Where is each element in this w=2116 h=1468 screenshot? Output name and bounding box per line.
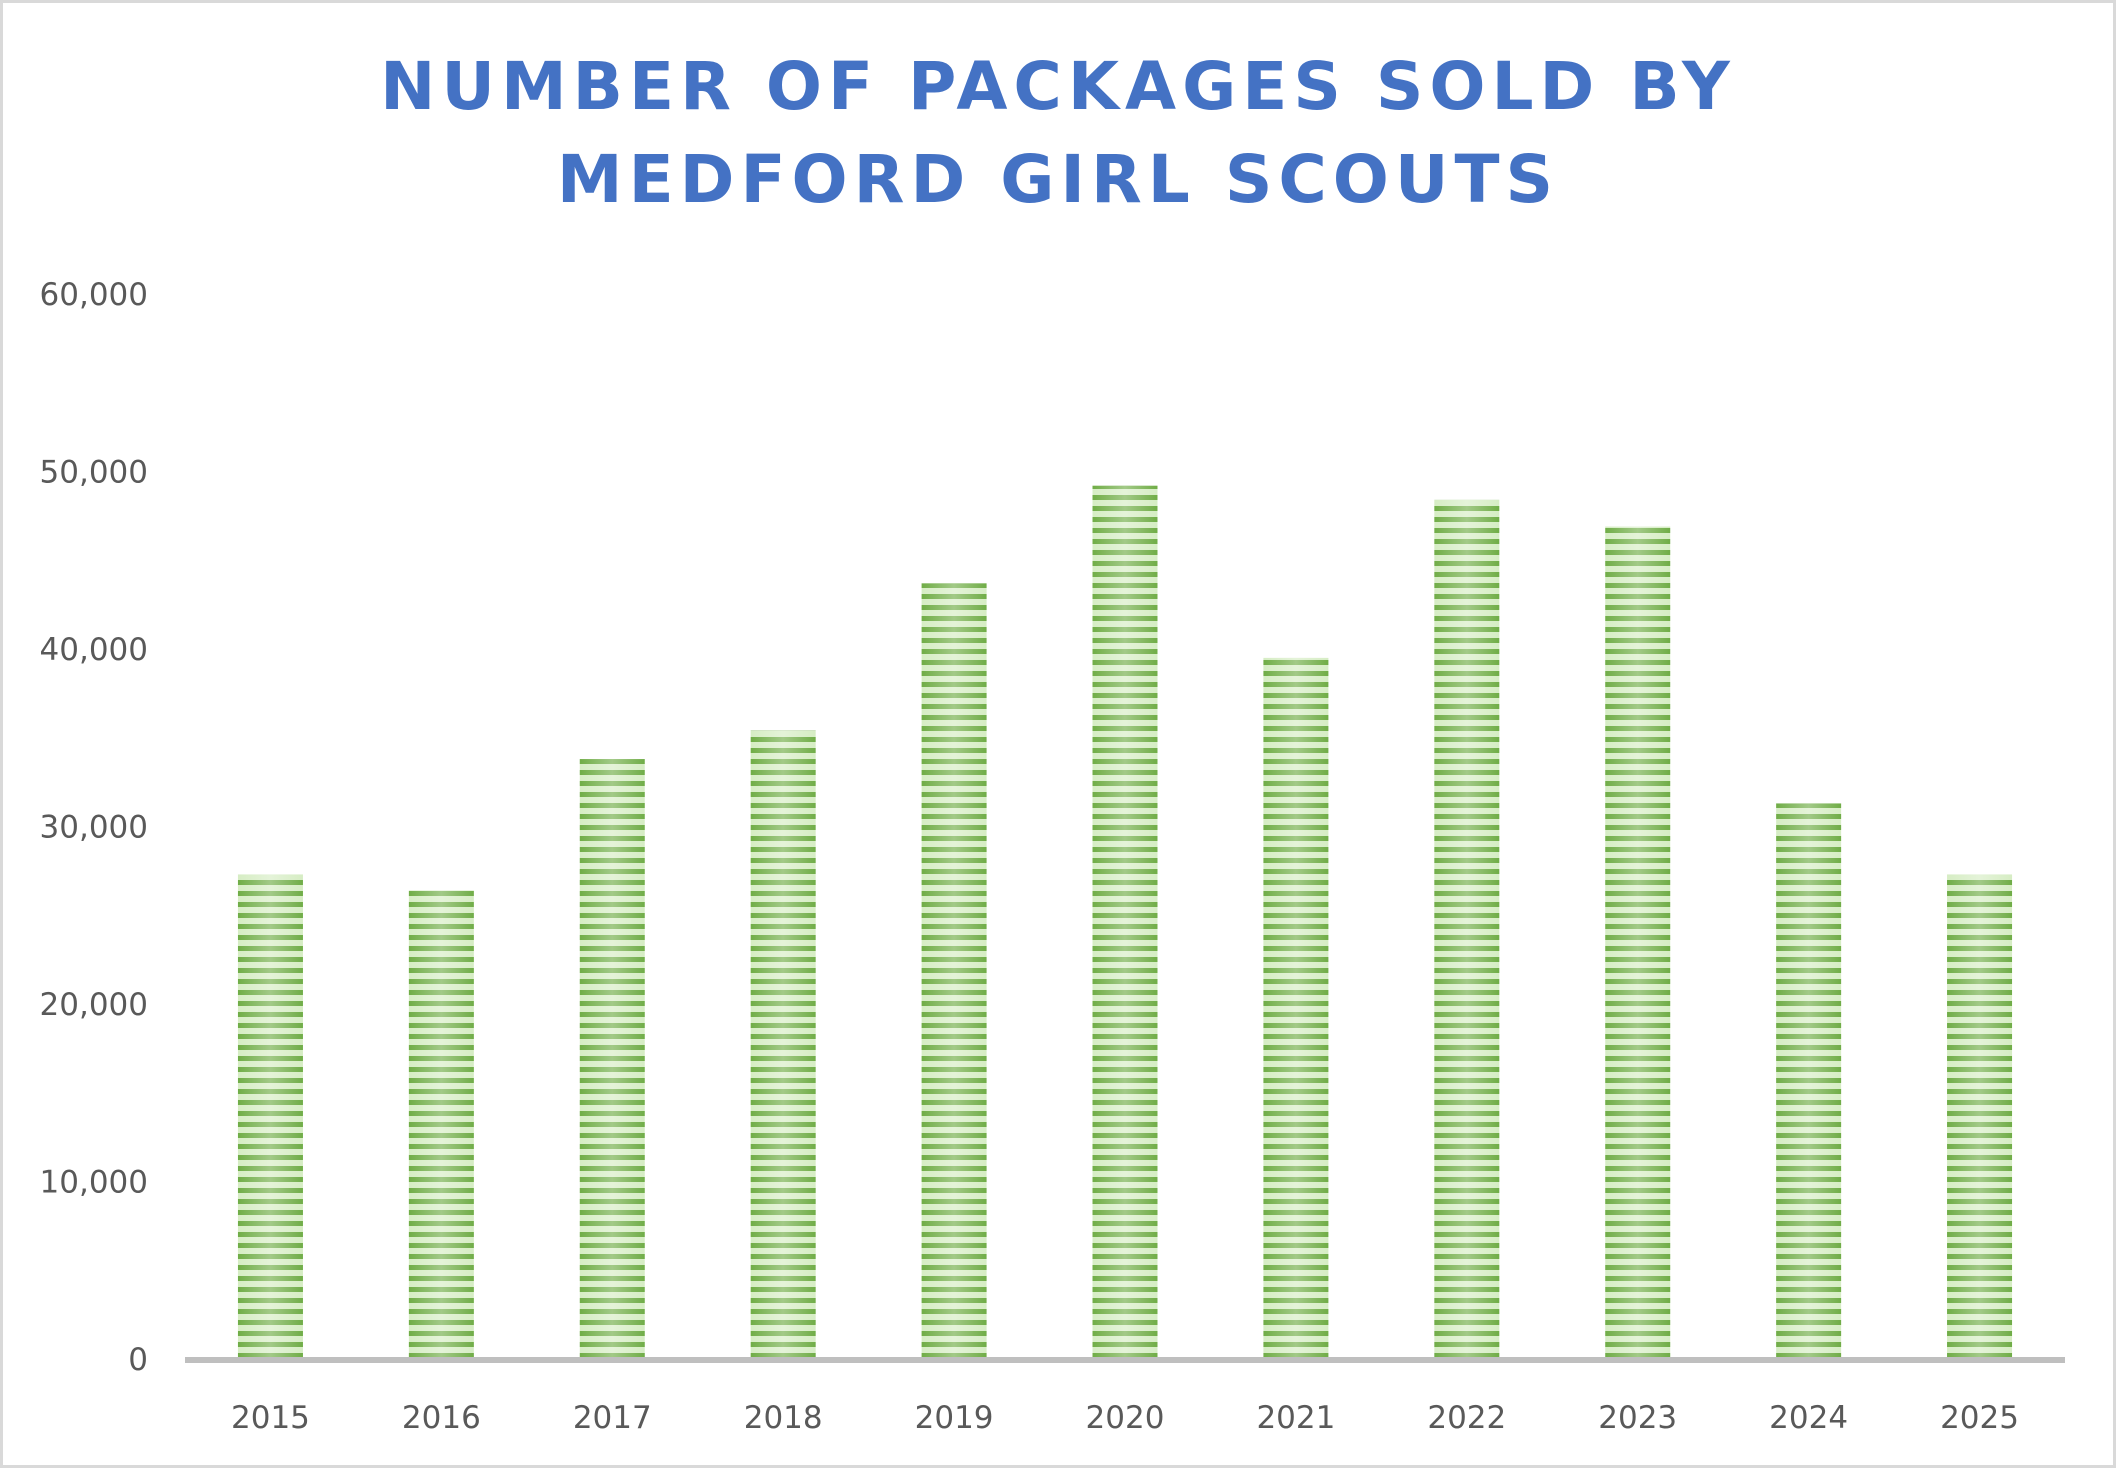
- chart-title-line-1: NUMBER OF PACKAGES SOLD BY: [380, 48, 1736, 125]
- bar-2019: [921, 583, 987, 1359]
- y-tick-label: 50,000: [40, 455, 148, 491]
- x-tick-label: 2023: [1598, 1400, 1677, 1436]
- x-tick-label: 2018: [744, 1400, 823, 1436]
- x-tick-label: 2024: [1769, 1400, 1848, 1436]
- x-axis-line: [185, 1357, 2065, 1363]
- bar-sheen: [408, 890, 474, 1359]
- chart-title-line-2: MEDFORD GIRL SCOUTS: [556, 141, 1560, 218]
- x-tick-label: 2020: [1086, 1400, 1165, 1436]
- y-tick-label: 10,000: [40, 1165, 148, 1201]
- y-tick-label: 60,000: [40, 277, 148, 313]
- y-tick-label: 40,000: [40, 632, 148, 668]
- x-tick-label: 2022: [1427, 1400, 1506, 1436]
- bar-2017: [579, 759, 645, 1359]
- bar-sheen: [1092, 485, 1158, 1359]
- x-tick-label: 2015: [231, 1400, 310, 1436]
- x-tick-label: 2021: [1256, 1400, 1335, 1436]
- bar-2024: [1776, 803, 1842, 1359]
- bar-2018: [750, 730, 816, 1359]
- bar-2016: [408, 890, 474, 1359]
- bar-2020: [1092, 485, 1158, 1359]
- bar-sheen: [921, 583, 987, 1359]
- y-tick-label: 30,000: [40, 810, 148, 846]
- bar-2023: [1605, 526, 1671, 1359]
- bar-sheen: [1947, 874, 2013, 1359]
- bar-sheen: [1776, 803, 1842, 1359]
- bar-2015: [237, 874, 303, 1359]
- bar-sheen: [750, 730, 816, 1359]
- y-tick-label: 20,000: [40, 987, 148, 1023]
- bar-sheen: [1263, 657, 1329, 1359]
- bar-2022: [1434, 499, 1500, 1359]
- bar-2021: [1263, 657, 1329, 1359]
- x-tick-label: 2017: [573, 1400, 652, 1436]
- bar-sheen: [237, 874, 303, 1359]
- bar-sheen: [1605, 526, 1671, 1359]
- x-tick-label: 2019: [915, 1400, 994, 1436]
- y-tick-label: 0: [128, 1342, 148, 1378]
- bar-2025: [1947, 874, 2013, 1359]
- bar-sheen: [1434, 499, 1500, 1359]
- x-tick-label: 2025: [1940, 1400, 2019, 1436]
- bar-sheen: [579, 759, 645, 1359]
- x-tick-label: 2016: [402, 1400, 481, 1436]
